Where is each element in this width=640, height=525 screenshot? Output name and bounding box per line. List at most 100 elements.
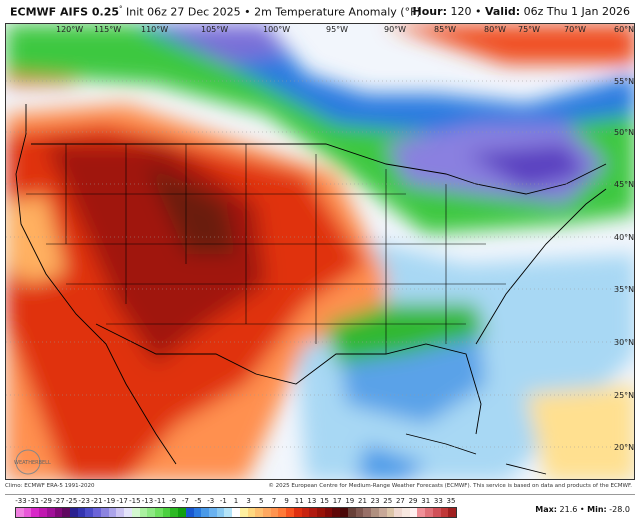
colorbar-label: -29	[40, 497, 52, 505]
colorbar-swatch	[193, 508, 202, 517]
colorbar-label: -17	[116, 497, 128, 505]
lat-label: 35°N	[614, 285, 634, 294]
colorbar-swatch	[363, 508, 372, 517]
colorbar-swatch	[224, 508, 233, 517]
colorbar-swatch	[286, 508, 294, 517]
colorbar-label: 3	[246, 497, 251, 505]
map-title: ECMWF AIFS 0.25° Init 06z 27 Dec 2025 • …	[10, 5, 421, 19]
anomaly-field	[6, 24, 634, 479]
colorbar-label: -13	[141, 497, 154, 505]
colorbar-label: 17	[332, 497, 342, 505]
colorbar	[15, 507, 457, 518]
map-canvas: 120°W 115°W 110°W 105°W 100°W 95°W 90°W …	[6, 24, 634, 479]
colorbar-swatch	[247, 508, 256, 517]
lon-label: 70°W	[564, 25, 586, 34]
colorbar-swatch	[70, 508, 78, 517]
caribbean-islands	[405, 433, 547, 475]
colorbar-swatch	[255, 508, 263, 517]
colorbar-label: -15	[129, 497, 141, 505]
weatherbell-logo: WEATHERBELL	[14, 449, 51, 475]
climo-note: Climo: ECMWF ERA-5 1991-2020	[5, 483, 95, 489]
colorbar-swatch	[131, 508, 140, 517]
max-value: 21.6	[559, 505, 578, 514]
colorbar-swatch	[355, 508, 364, 517]
colorbar-label: 5	[259, 497, 264, 505]
colorbar-swatch	[108, 508, 117, 517]
colorbar-label: -31	[27, 497, 40, 505]
colorbar-swatch	[54, 508, 63, 517]
colorbar-swatch	[409, 508, 418, 517]
colorbar-swatch	[154, 508, 163, 517]
colorbar-swatch	[77, 508, 86, 517]
max-min-stats: Max: 21.6 • Min: -28.0	[535, 505, 630, 514]
init-time: Init 06z 27 Dec 2025	[126, 5, 241, 19]
gulf-coastline	[95, 323, 482, 435]
colorbar-swatch	[263, 508, 271, 517]
forecast-hour: 120	[450, 5, 472, 18]
colorbar-label: -1	[219, 497, 227, 505]
colorbar-label: -3	[207, 497, 215, 505]
colorbar-swatch	[317, 508, 325, 517]
colorbar-swatch	[85, 508, 94, 517]
colorbar-swatch	[62, 508, 71, 517]
colorbar-labels: -33 -31 -29 -27 -25 -23 -21 -19 -17 -15 -13 -11 -9 -7…	[15, 497, 457, 507]
graticule	[6, 80, 634, 448]
colorbar-swatch	[39, 508, 47, 517]
colorbar-swatch	[378, 508, 387, 517]
colorbar-label: 13	[307, 497, 317, 505]
svg-text:WEATHERBELL: WEATHERBELL	[14, 460, 51, 466]
colorbar-label: -7	[181, 497, 189, 505]
latitude-labels: 55°N 50°N 45°N 40°N 35°N 30°N 25°N 20°N	[614, 77, 634, 452]
colorbar-swatch	[162, 508, 171, 517]
colorbar-swatch	[93, 508, 101, 517]
colorbar-swatch	[232, 508, 240, 517]
colorbar-label: -11	[154, 497, 166, 505]
lon-label: 95°W	[326, 25, 348, 34]
colorbar-swatch	[116, 508, 125, 517]
state-lines-horizontal	[26, 193, 506, 325]
min-value: -28.0	[609, 505, 630, 514]
east-coastline	[475, 188, 607, 345]
lat-label: 20°N	[614, 443, 634, 452]
colorbar-swatch	[46, 508, 55, 517]
colorbar-swatch	[347, 508, 356, 517]
colorbar-swatch	[324, 508, 333, 517]
colorbar-label: 25	[383, 497, 393, 505]
colorbar-label: 23	[370, 497, 380, 505]
colorbar-label: -9	[169, 497, 177, 505]
colorbar-swatch	[301, 508, 310, 517]
colorbar-label: 29	[408, 497, 418, 505]
colorbar-swatch	[309, 508, 318, 517]
lon-label: 90°W	[384, 25, 406, 34]
colorbar-swatch	[340, 508, 348, 517]
temperature-anomaly-map: 120°W 115°W 110°W 105°W 100°W 95°W 90°W …	[5, 23, 635, 480]
copyright-note: © 2025 European Centre for Medium-Range …	[268, 483, 632, 489]
colorbar-label: 15	[320, 497, 329, 505]
valid-time: Hour: 120 • Valid: 06z Thu 1 Jan 2026	[412, 5, 630, 18]
colorbar-swatch	[31, 508, 40, 517]
colorbar-swatch	[208, 508, 217, 517]
lat-label: 30°N	[614, 338, 634, 347]
colorbar-swatch	[278, 508, 287, 517]
colorbar-label: 19	[345, 497, 355, 505]
colorbar-swatch	[100, 508, 109, 517]
lon-label: 105°W	[201, 25, 228, 34]
colorbar-label: 27	[395, 497, 405, 505]
colorbar-swatch	[394, 508, 402, 517]
colorbar-swatch	[216, 508, 225, 517]
colorbar-label: -23	[78, 497, 90, 505]
lat-label: 25°N	[614, 391, 634, 400]
colorbar-label: -27	[53, 497, 65, 505]
product-name: 2m Temperature Anomaly (°F)	[254, 5, 421, 19]
lat-label: 40°N	[614, 233, 634, 242]
colorbar-swatch	[417, 508, 426, 517]
colorbar-label: 35	[446, 497, 456, 505]
longitude-labels: 120°W 115°W 110°W 105°W 100°W 95°W 90°W …	[56, 25, 634, 34]
colorbar-swatch	[23, 508, 32, 517]
colorbar-swatch	[425, 508, 433, 517]
colorbar-label: 11	[294, 497, 304, 505]
lon-label: 100°W	[263, 25, 290, 34]
divider	[5, 494, 635, 495]
colorbar-swatch	[401, 508, 410, 517]
lon-label: 75°W	[518, 25, 540, 34]
